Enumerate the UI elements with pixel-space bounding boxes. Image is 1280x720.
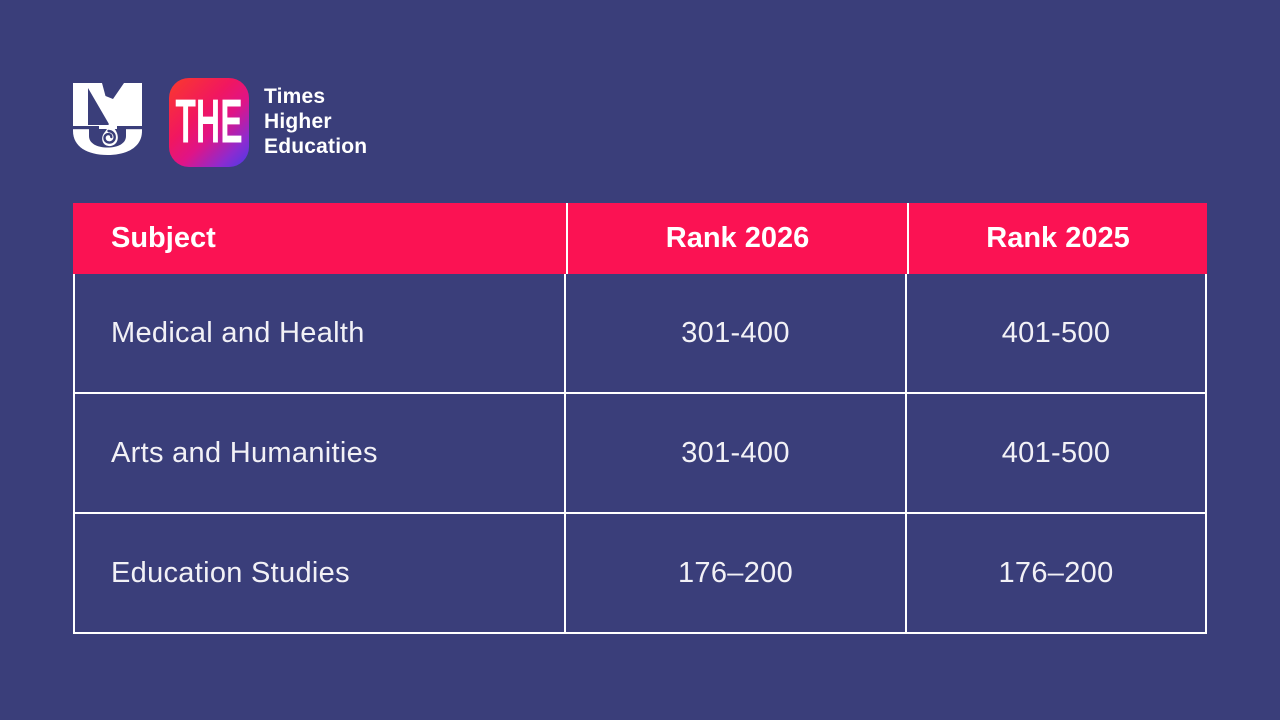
- table-row: Arts and Humanities 301-400 401-500: [73, 394, 1207, 514]
- the-logo-letters: THE: [175, 87, 243, 157]
- nazarbayev-university-logo-icon: [73, 83, 142, 155]
- the-wordmark-line2: Higher: [264, 110, 332, 133]
- cell-rank-2025: 401-500: [907, 274, 1207, 394]
- cell-rank-2025: 176–200: [907, 514, 1207, 634]
- the-logo-badge: THE: [169, 78, 249, 167]
- header-cell-rank-2025: Rank 2025: [907, 203, 1207, 274]
- cell-rank-2026: 301-400: [566, 274, 907, 394]
- cell-subject: Medical and Health: [75, 274, 566, 394]
- header-cell-rank-2026: Rank 2026: [566, 203, 907, 274]
- cell-subject: Education Studies: [75, 514, 566, 634]
- header-cell-subject: Subject: [111, 222, 216, 254]
- cell-rank-2025: 401-500: [907, 394, 1207, 514]
- table-header-row: Subject Rank 2026 Rank 2025: [73, 203, 1207, 274]
- cell-rank-2026: 301-400: [566, 394, 907, 514]
- table-row: Education Studies 176–200 176–200: [73, 514, 1207, 634]
- table-row: Medical and Health 301-400 401-500: [73, 274, 1207, 394]
- ranking-table: Subject Rank 2026 Rank 2025 Medical and …: [73, 203, 1207, 634]
- the-wordmark-line3: Education: [264, 135, 368, 158]
- the-wordmark-line1: Times: [264, 85, 326, 108]
- cell-rank-2026: 176–200: [566, 514, 907, 634]
- cell-subject: Arts and Humanities: [75, 394, 566, 514]
- the-logo-wordmark: Times Higher Education: [264, 84, 367, 159]
